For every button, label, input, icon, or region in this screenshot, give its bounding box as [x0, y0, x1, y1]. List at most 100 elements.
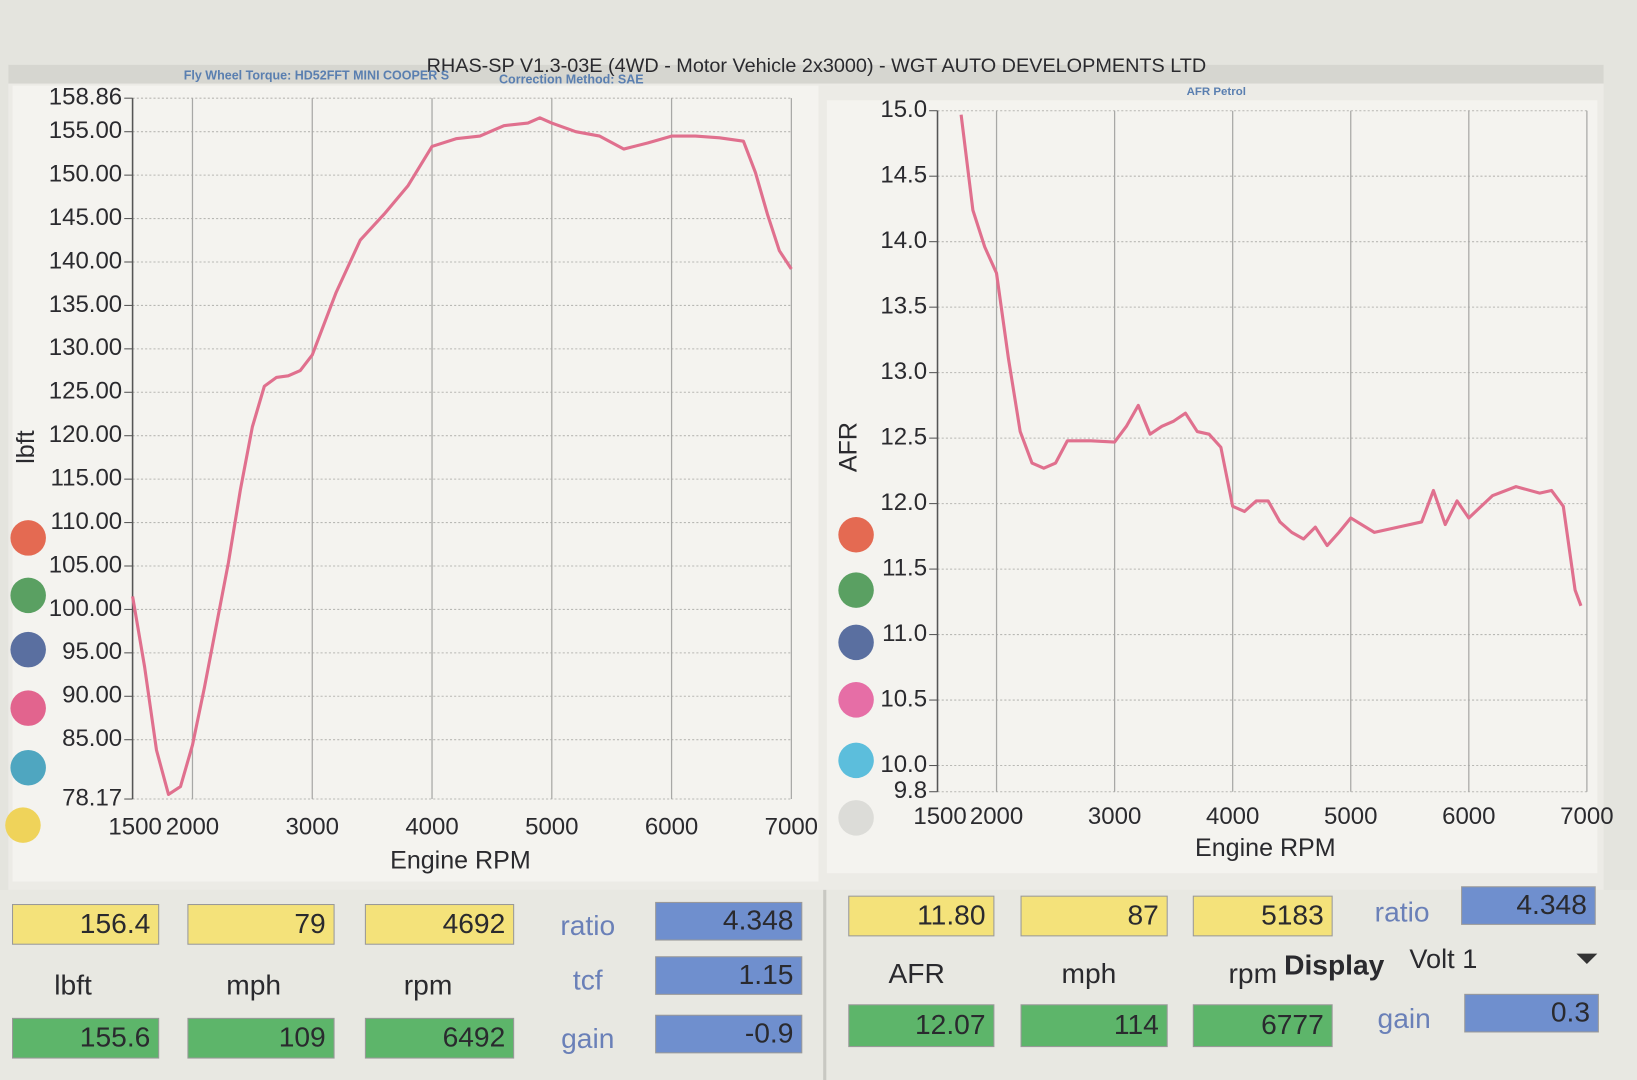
- annotation: Fly Wheel Torque: HD52FFT MINI COOPER S: [184, 69, 449, 83]
- y-tick-label: 155.00: [49, 117, 122, 144]
- y-tick-label: 12.5: [880, 423, 927, 450]
- swatch: [838, 624, 874, 661]
- y-axis-label: AFR: [834, 422, 862, 472]
- y-tick-label: 150.00: [49, 160, 122, 187]
- readout-value: 0.3: [1551, 996, 1590, 1028]
- y-tick-label: 14.5: [880, 162, 927, 189]
- readout-label: ratio: [560, 909, 615, 941]
- readout-value-box: [1464, 993, 1599, 1033]
- y-tick-label: 13.0: [880, 358, 927, 385]
- y-tick-label: 100.00: [49, 595, 122, 622]
- readout-value: 4.348: [1516, 888, 1587, 920]
- right-panel: [826, 100, 1598, 874]
- y-tick-label: 110.00: [51, 508, 123, 535]
- y-tick-label: 10.5: [880, 685, 927, 712]
- readout-label: mph: [226, 968, 281, 1000]
- readout-value: 6777: [1261, 1008, 1324, 1040]
- y-tick-label: 90.00: [62, 682, 122, 709]
- readout-value-box: [655, 956, 803, 995]
- x-tick-label: 4000: [405, 814, 458, 841]
- readout-value-box: [1020, 1004, 1168, 1048]
- swatch: [838, 682, 874, 718]
- title-bar: [8, 64, 1604, 84]
- x-axis-label: Engine RPM: [390, 846, 531, 874]
- readout-value: 79: [294, 907, 325, 939]
- y-tick-label: 9.8: [894, 777, 927, 804]
- annotation: Correction Method: SAE: [499, 73, 644, 87]
- readout-value: 109: [279, 1021, 326, 1053]
- swatch: [838, 517, 874, 553]
- color-swatches: [5, 517, 874, 843]
- readout-value: 87: [1127, 899, 1158, 931]
- swatch: [838, 800, 874, 836]
- readout-value-box: [364, 1017, 515, 1059]
- readout-label: mph: [1061, 957, 1116, 989]
- readout-label: rpm: [404, 968, 453, 1000]
- x-tick-label: 2000: [166, 814, 219, 841]
- y-tick-label: 95.00: [62, 638, 122, 665]
- readout-value-box: [1192, 895, 1333, 937]
- swatch: [838, 742, 874, 779]
- y-tick-label: 11.5: [882, 554, 927, 581]
- swatch: [10, 577, 46, 614]
- swatch: [10, 749, 46, 786]
- y-tick-label: 145.00: [49, 204, 122, 231]
- readout-value-box: [1020, 895, 1168, 937]
- readout-value: 6492: [443, 1021, 506, 1053]
- y-tick-label: 12.0: [880, 489, 927, 516]
- y-tick-label: 105.00: [49, 551, 122, 578]
- x-tick-label: 3000: [286, 814, 339, 841]
- y-tick-label: 135.00: [49, 291, 122, 318]
- x-tick-label: 3000: [1088, 803, 1141, 830]
- y-tick-label: 125.00: [49, 378, 122, 405]
- readout-value-box: [12, 904, 160, 945]
- readout-value-box: [655, 901, 803, 941]
- y-tick-label: 158.86: [49, 84, 122, 111]
- dropdown-arrow[interactable]: [1576, 953, 1598, 965]
- x-tick-label: 5000: [525, 814, 578, 841]
- dropdown-value[interactable]: Volt 1: [1409, 943, 1477, 974]
- swatch: [5, 807, 41, 843]
- x-tick-label: 5000: [1324, 803, 1377, 830]
- readout-label: lbft: [54, 968, 92, 1000]
- x-tick-label: 4000: [1206, 803, 1259, 830]
- readout-label: Display: [1284, 949, 1385, 981]
- y-tick-label: 140.00: [49, 247, 122, 274]
- x-tick-label: 6000: [1442, 803, 1495, 830]
- swatch: [10, 690, 46, 726]
- readout-value-box: [187, 904, 335, 945]
- readout-label: tcf: [573, 963, 603, 995]
- readout-value-box: [1461, 886, 1596, 925]
- readout-value-box: [12, 1017, 160, 1059]
- readout-value-box: [848, 895, 995, 937]
- readout-value-box: [1192, 1004, 1333, 1048]
- readout-value: 114: [1114, 1008, 1159, 1040]
- readout-label: AFR: [888, 957, 944, 989]
- x-axis-label: Engine RPM: [1195, 834, 1336, 862]
- readout-value: 156.4: [80, 907, 151, 939]
- y-tick-label: 85.00: [62, 725, 122, 752]
- readout-label: gain: [561, 1022, 614, 1054]
- y-tick-label: 11.0: [882, 620, 927, 647]
- x-tick-label: 7000: [1560, 803, 1613, 830]
- readout-value: 4692: [443, 907, 506, 939]
- data-line: [131, 116, 793, 797]
- y-tick-label: 15.0: [880, 96, 927, 123]
- readout-value: 5183: [1261, 899, 1324, 931]
- x-tick-label: 2000: [970, 803, 1023, 830]
- readout-value: 11.80: [917, 899, 985, 931]
- readout-value: 155.6: [80, 1021, 151, 1053]
- y-tick-label: 14.0: [880, 227, 927, 254]
- swatch: [10, 631, 46, 668]
- swatch: [838, 572, 874, 608]
- left-panel: [12, 85, 819, 882]
- x-tick-label: 1500: [108, 814, 161, 841]
- readout-value-box: [848, 1004, 995, 1048]
- header-title: RHAS-SP V1.3-03E (4WD - Motor Vehicle 2x…: [427, 55, 1207, 77]
- y-axis-label: lbft: [12, 430, 40, 463]
- y-tick-label: 10.0: [880, 751, 927, 778]
- y-tick-label: 13.5: [880, 293, 927, 320]
- readout-label: ratio: [1375, 895, 1430, 927]
